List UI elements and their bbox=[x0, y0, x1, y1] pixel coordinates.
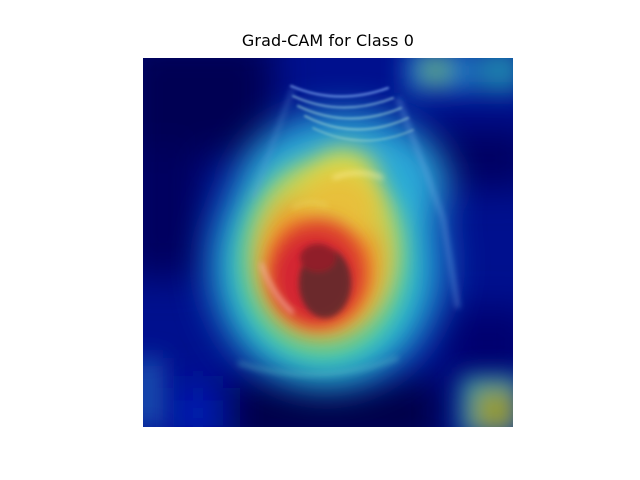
ultrasound-texture bbox=[259, 171, 384, 318]
corner-activations bbox=[143, 58, 513, 427]
gradcam-heatmap-image bbox=[143, 58, 513, 427]
scan-fan-edges bbox=[237, 87, 461, 377]
probe-arcs bbox=[290, 85, 414, 142]
figure-title: Grad-CAM for Class 0 bbox=[241, 31, 415, 50]
